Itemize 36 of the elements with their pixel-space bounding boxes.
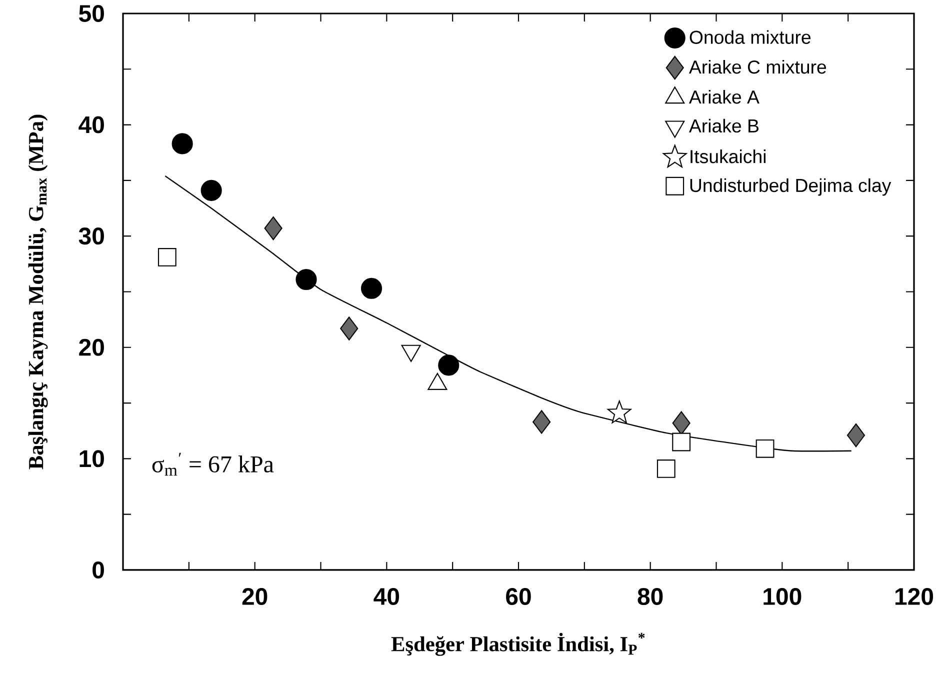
point	[340, 316, 358, 340]
x-tick-label: 120	[895, 588, 934, 606]
x-tick-label: 80	[638, 588, 663, 606]
x-tick-label: 40	[374, 588, 400, 606]
point	[532, 410, 551, 434]
y-axis-title: Başlangıç Kayma Modülü, G$_{max}$ (MPa)	[28, 114, 48, 470]
legend-label: Ariake C mixture	[688, 60, 826, 74]
point	[656, 460, 676, 478]
point	[158, 248, 176, 266]
y-tick-label: 20	[79, 338, 104, 356]
point	[360, 278, 382, 299]
x-tick-label: 100	[764, 588, 802, 606]
point	[200, 180, 222, 201]
x-tick-label: 20	[242, 588, 268, 606]
y-tick-label: 10	[80, 450, 104, 468]
point	[438, 354, 460, 376]
point	[264, 216, 282, 240]
point	[756, 439, 774, 458]
legend-label: Ariake A	[688, 90, 760, 104]
point	[672, 432, 691, 452]
y-tick-label: 40	[78, 116, 104, 134]
point	[172, 133, 193, 154]
x-tick-label: 60	[506, 588, 531, 606]
legend-label: Itsukaichi	[690, 150, 766, 164]
y-tick-label: 50	[79, 4, 104, 22]
x-axis-title: Eşdeğer Plastisite İndisi, I$_{P}$*	[391, 632, 645, 656]
y-tick-label: 0	[92, 561, 104, 578]
legend-label: Ariake B	[688, 118, 758, 133]
legend-label: Onoda mixture	[690, 30, 811, 44]
annotation: σ$_{m}$$^{′}$ = 67 kPa	[152, 452, 274, 476]
y-tick-label: 30	[78, 228, 104, 245]
point	[846, 423, 866, 448]
point	[672, 411, 690, 435]
point	[296, 268, 317, 290]
point	[607, 400, 632, 424]
legend-label: Undisturbed Dejima clay	[690, 178, 892, 196]
